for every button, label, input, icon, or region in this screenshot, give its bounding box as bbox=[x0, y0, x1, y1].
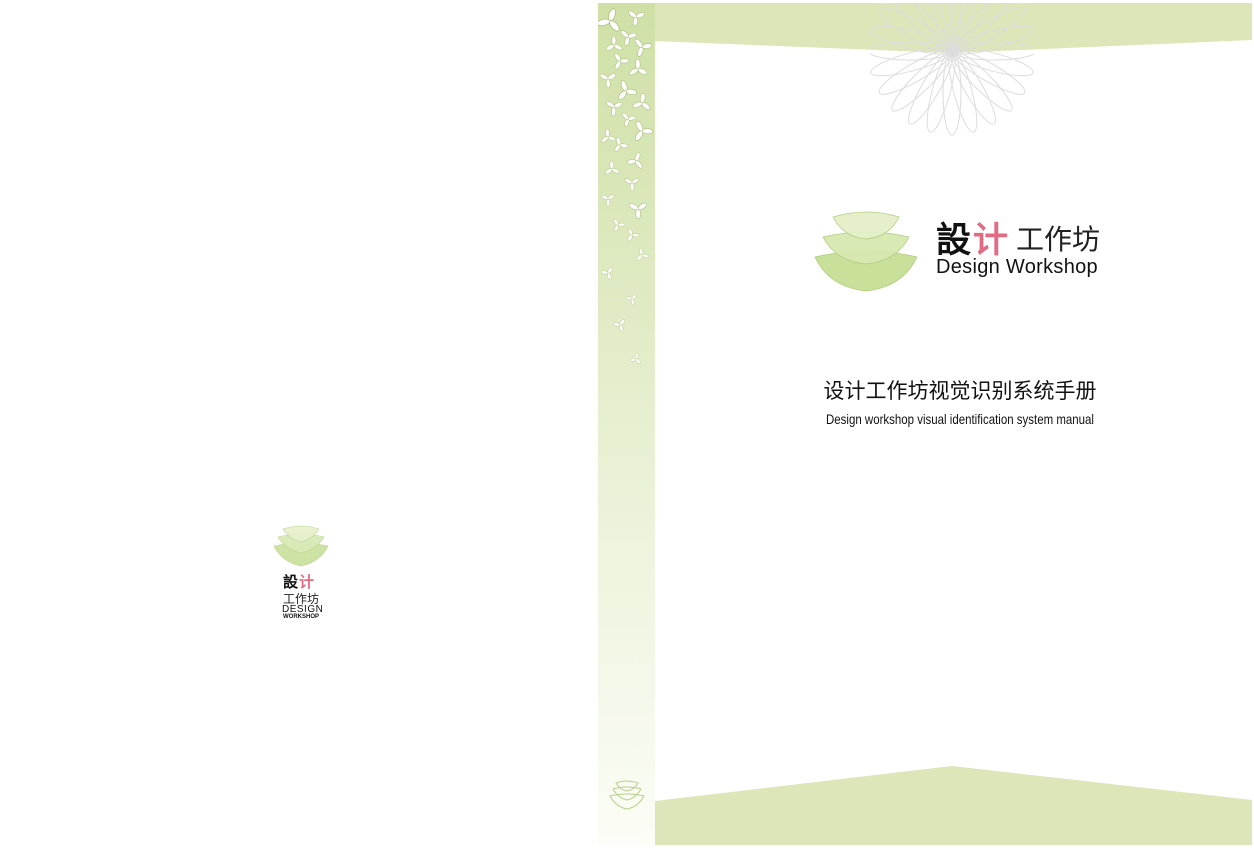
propeller-icon bbox=[627, 228, 640, 242]
back-logo-cn-title: 設计 bbox=[283, 573, 316, 591]
propeller-icon bbox=[612, 319, 626, 332]
flower-petal bbox=[926, 3, 956, 52]
propeller-icon bbox=[620, 30, 637, 47]
manual-title-en: Design workshop visual identification sy… bbox=[825, 411, 1094, 427]
spine bbox=[596, 3, 655, 845]
propeller-icon bbox=[601, 128, 616, 143]
propeller-icon bbox=[635, 120, 654, 141]
brand-name-cn-sub: 工作坊 bbox=[1016, 223, 1101, 256]
propeller-icon bbox=[605, 35, 623, 51]
propeller-icon bbox=[599, 73, 617, 89]
propeller-icon bbox=[604, 160, 620, 175]
propeller-icon bbox=[634, 38, 653, 57]
propeller-icon bbox=[596, 8, 620, 32]
brand-name-cn: 設计 bbox=[936, 221, 1011, 261]
propeller-icon bbox=[632, 92, 651, 110]
propeller-icon bbox=[606, 101, 623, 117]
propeller-icon bbox=[628, 10, 645, 27]
spine-logo-icon bbox=[609, 780, 645, 810]
propeller-icon bbox=[624, 177, 640, 192]
back-logo-cn-sub: 工作坊 bbox=[283, 592, 320, 606]
propeller-icon bbox=[601, 194, 615, 207]
propeller-icon bbox=[630, 352, 641, 364]
propeller-icon bbox=[614, 52, 630, 70]
back-logo-en-line2: WORKSHOP bbox=[283, 614, 319, 620]
front-cover: 設计 工作坊 Design Workshop 设计工作坊视觉识别系统手册 Des… bbox=[655, 3, 1252, 845]
propeller-pattern-icon bbox=[596, 8, 654, 364]
back-cover: 設计 工作坊 DESIGN WORKSHOP bbox=[0, 0, 598, 848]
propeller-icon bbox=[614, 137, 629, 152]
propeller-icon bbox=[628, 202, 647, 220]
flower-petal bbox=[926, 50, 956, 133]
top-band bbox=[655, 3, 1252, 53]
brand-name-en: Design Workshop bbox=[936, 256, 1098, 278]
back-logo-en-line1: DESIGN bbox=[282, 604, 324, 615]
brand-logo-icon bbox=[814, 211, 918, 292]
propeller-icon bbox=[618, 80, 638, 101]
bottom-band bbox=[655, 766, 1252, 845]
title-block: 设计工作坊视觉识别系统手册 Design workshop visual ide… bbox=[655, 375, 1252, 427]
flower-ornament-icon bbox=[870, 3, 1034, 136]
propeller-icon bbox=[629, 58, 648, 76]
propeller-icon bbox=[622, 112, 637, 127]
flower-petal bbox=[951, 47, 1034, 77]
flower-petal bbox=[870, 25, 953, 55]
manual-title-cn: 设计工作坊视觉识别系统手册 bbox=[823, 379, 1097, 403]
propeller-icon bbox=[626, 294, 637, 306]
propeller-icon bbox=[626, 152, 643, 169]
propeller-icon bbox=[636, 248, 650, 261]
propeller-icon bbox=[613, 218, 626, 232]
back-cover-logo-icon bbox=[273, 525, 329, 567]
propeller-icon bbox=[600, 267, 614, 280]
